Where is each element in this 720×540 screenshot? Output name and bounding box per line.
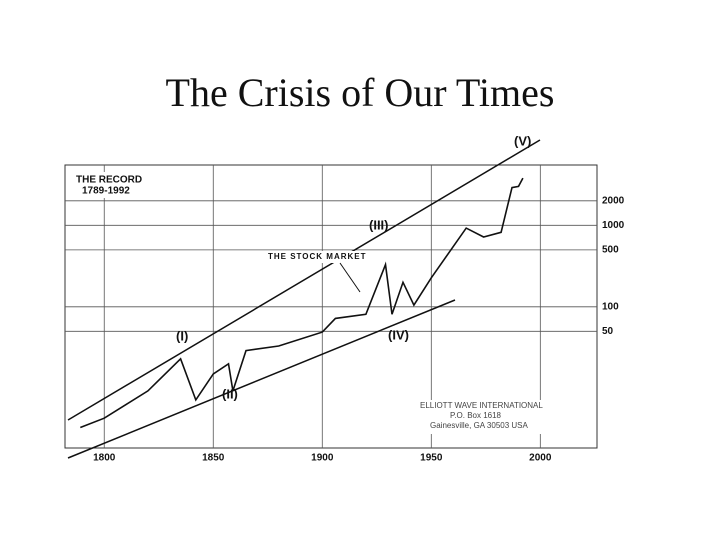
credit-line: P.O. Box 1618 bbox=[450, 411, 502, 420]
credit-line: ELLIOTT WAVE INTERNATIONAL bbox=[420, 401, 543, 410]
y-tick-label: 100 bbox=[602, 301, 619, 312]
label-pointer bbox=[339, 262, 361, 293]
x-tick-label: 1850 bbox=[202, 453, 225, 464]
channel-lower bbox=[67, 299, 456, 459]
wave-label: (V) bbox=[514, 133, 531, 148]
record-box bbox=[70, 172, 156, 198]
y-tick-label: 2000 bbox=[602, 195, 625, 206]
record-title: THE RECORD bbox=[76, 175, 142, 186]
wave-label: (IV) bbox=[388, 327, 409, 342]
credit-line: Gainesville, GA 30503 USA bbox=[430, 421, 528, 430]
series-label: THE STOCK MARKET bbox=[268, 252, 367, 261]
y-tick-label: 1000 bbox=[602, 220, 625, 231]
wave-label: (II) bbox=[222, 386, 238, 401]
slide-title: The Crisis of Our Times bbox=[166, 70, 555, 115]
record-period: 1789-1992 bbox=[82, 186, 130, 197]
wave-label: (I) bbox=[176, 328, 188, 343]
x-tick-label: 1950 bbox=[420, 453, 443, 464]
x-tick-label: 1800 bbox=[93, 453, 116, 464]
x-tick-label: 1900 bbox=[311, 453, 334, 464]
channel-upper bbox=[67, 139, 541, 421]
credit-box bbox=[415, 400, 543, 434]
chart: THE RECORD 1789-1992 THE STOCK MARKET (I… bbox=[64, 133, 625, 464]
label-box bbox=[265, 251, 363, 263]
series-line bbox=[80, 177, 524, 429]
wave-label: (III) bbox=[369, 217, 389, 232]
y-tick-label: 500 bbox=[602, 244, 619, 255]
y-tick-label: 50 bbox=[602, 326, 614, 337]
x-tick-label: 2000 bbox=[529, 453, 552, 464]
